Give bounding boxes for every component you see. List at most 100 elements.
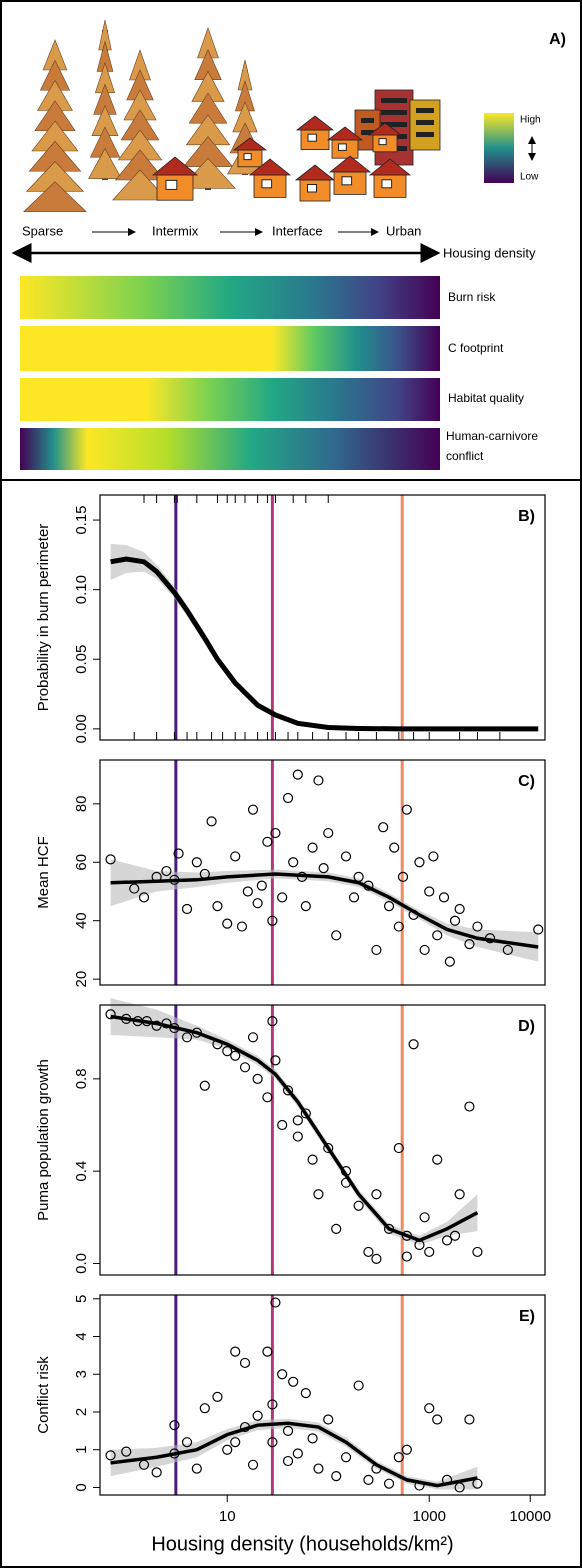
point: [161, 865, 172, 877]
point: [199, 1403, 210, 1414]
y-tick-label: 0.00: [73, 714, 90, 743]
point: [424, 886, 435, 897]
point: [206, 816, 217, 827]
point: [401, 1444, 412, 1455]
window: [361, 130, 374, 135]
y-axis-label: Puma population growth: [35, 1059, 52, 1221]
panel-label: D): [518, 1018, 535, 1035]
panel-label: A): [549, 31, 566, 48]
point: [121, 1446, 132, 1457]
point: [363, 1246, 374, 1258]
point: [181, 1437, 193, 1448]
y-tick-label: 3: [73, 1370, 90, 1378]
point: [340, 1452, 352, 1463]
x-axis-label: Housing density (households/km²): [151, 1533, 453, 1555]
fit-line: [110, 1014, 479, 1243]
point: [432, 1414, 443, 1425]
point: [277, 1119, 288, 1131]
bar-label: Human-carnivore conflict: [446, 429, 539, 463]
point: [401, 804, 412, 815]
point: [252, 1073, 263, 1084]
point: [282, 792, 294, 804]
point: [105, 854, 116, 865]
point: [348, 892, 360, 903]
point: [222, 1046, 233, 1057]
y-tick-label: 80: [73, 795, 90, 812]
house-roof: [232, 137, 268, 151]
y-tick-label: 40: [73, 912, 90, 929]
point: [267, 915, 278, 926]
point: [262, 836, 273, 847]
gradient-bar: [20, 276, 440, 319]
illustration: [23, 19, 441, 213]
point: [239, 1062, 251, 1073]
point: [105, 1450, 116, 1461]
panel-label: C): [518, 773, 535, 790]
point: [424, 1246, 435, 1258]
point: [307, 1433, 318, 1444]
stage-label: Intermix: [152, 223, 199, 238]
y-tick-label: 0.15: [73, 505, 90, 534]
point: [454, 1189, 465, 1200]
point: [313, 1463, 324, 1474]
point: [389, 842, 400, 853]
x-tick-label: 10: [219, 1508, 236, 1525]
point: [419, 1212, 430, 1223]
y-tick-label: 5: [73, 1295, 90, 1303]
point: [173, 848, 184, 859]
point: [236, 921, 248, 932]
fit-line: [110, 556, 539, 732]
house-window: [307, 184, 317, 193]
house-window: [341, 176, 353, 186]
point: [252, 1410, 263, 1421]
point: [292, 769, 303, 780]
house-roof: [368, 158, 412, 176]
point: [267, 1437, 278, 1448]
point: [151, 1467, 162, 1478]
point: [313, 775, 324, 786]
plot-frame: [99, 1004, 546, 1276]
y-tick-label: 0.8: [73, 1068, 90, 1089]
legend-low: Low: [520, 172, 539, 183]
point: [464, 938, 475, 950]
confidence-band: [110, 1418, 478, 1490]
point: [414, 857, 425, 868]
house-roof: [294, 164, 336, 181]
point: [454, 903, 465, 915]
y-axis-label: Probability in burn perimeter: [35, 524, 52, 712]
house-window: [165, 179, 178, 190]
point: [408, 1039, 419, 1050]
point: [267, 1399, 278, 1410]
house-roof: [367, 122, 403, 136]
point: [393, 1142, 404, 1154]
point: [191, 857, 202, 868]
point: [169, 1420, 180, 1431]
tree-foliage: [23, 181, 87, 213]
point: [397, 871, 409, 882]
point: [331, 930, 342, 941]
bar-label: Habitat quality: [448, 391, 524, 405]
point: [262, 1092, 273, 1103]
point: [340, 851, 352, 862]
point: [270, 827, 281, 839]
point: [267, 1016, 278, 1027]
point: [323, 1414, 334, 1425]
point: [262, 1346, 273, 1357]
point: [282, 1085, 294, 1096]
stage-label: Urban: [386, 223, 421, 238]
house-roof: [248, 158, 292, 176]
panel-label: B): [518, 508, 535, 525]
window: [361, 118, 374, 123]
y-tick-label: 0.10: [73, 575, 90, 604]
point: [230, 1050, 241, 1061]
point: [230, 851, 241, 862]
point: [181, 903, 193, 915]
point: [331, 1471, 342, 1482]
point: [363, 1474, 374, 1486]
y-tick-label: 0.4: [73, 1161, 90, 1182]
point: [424, 1403, 435, 1414]
confidence-band: [110, 859, 539, 962]
confidence-band: [110, 543, 539, 729]
point: [252, 898, 263, 909]
point: [270, 1297, 281, 1308]
